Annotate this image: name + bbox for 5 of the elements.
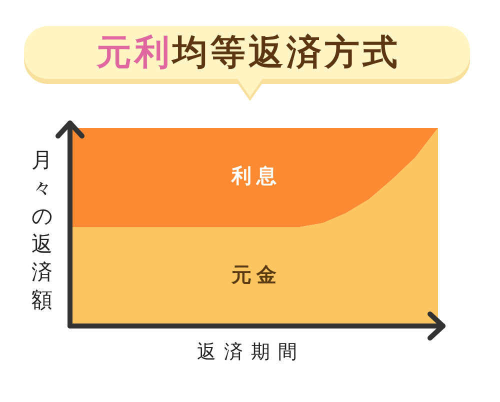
series-label: 元金 [230,262,282,287]
chart-title: 元利均等返済方式 [96,33,400,73]
x-axis-title: 返済期間 [197,341,305,363]
y-axis-title: 月々の返済額 [32,147,54,314]
series-label: 利息 [230,164,282,188]
